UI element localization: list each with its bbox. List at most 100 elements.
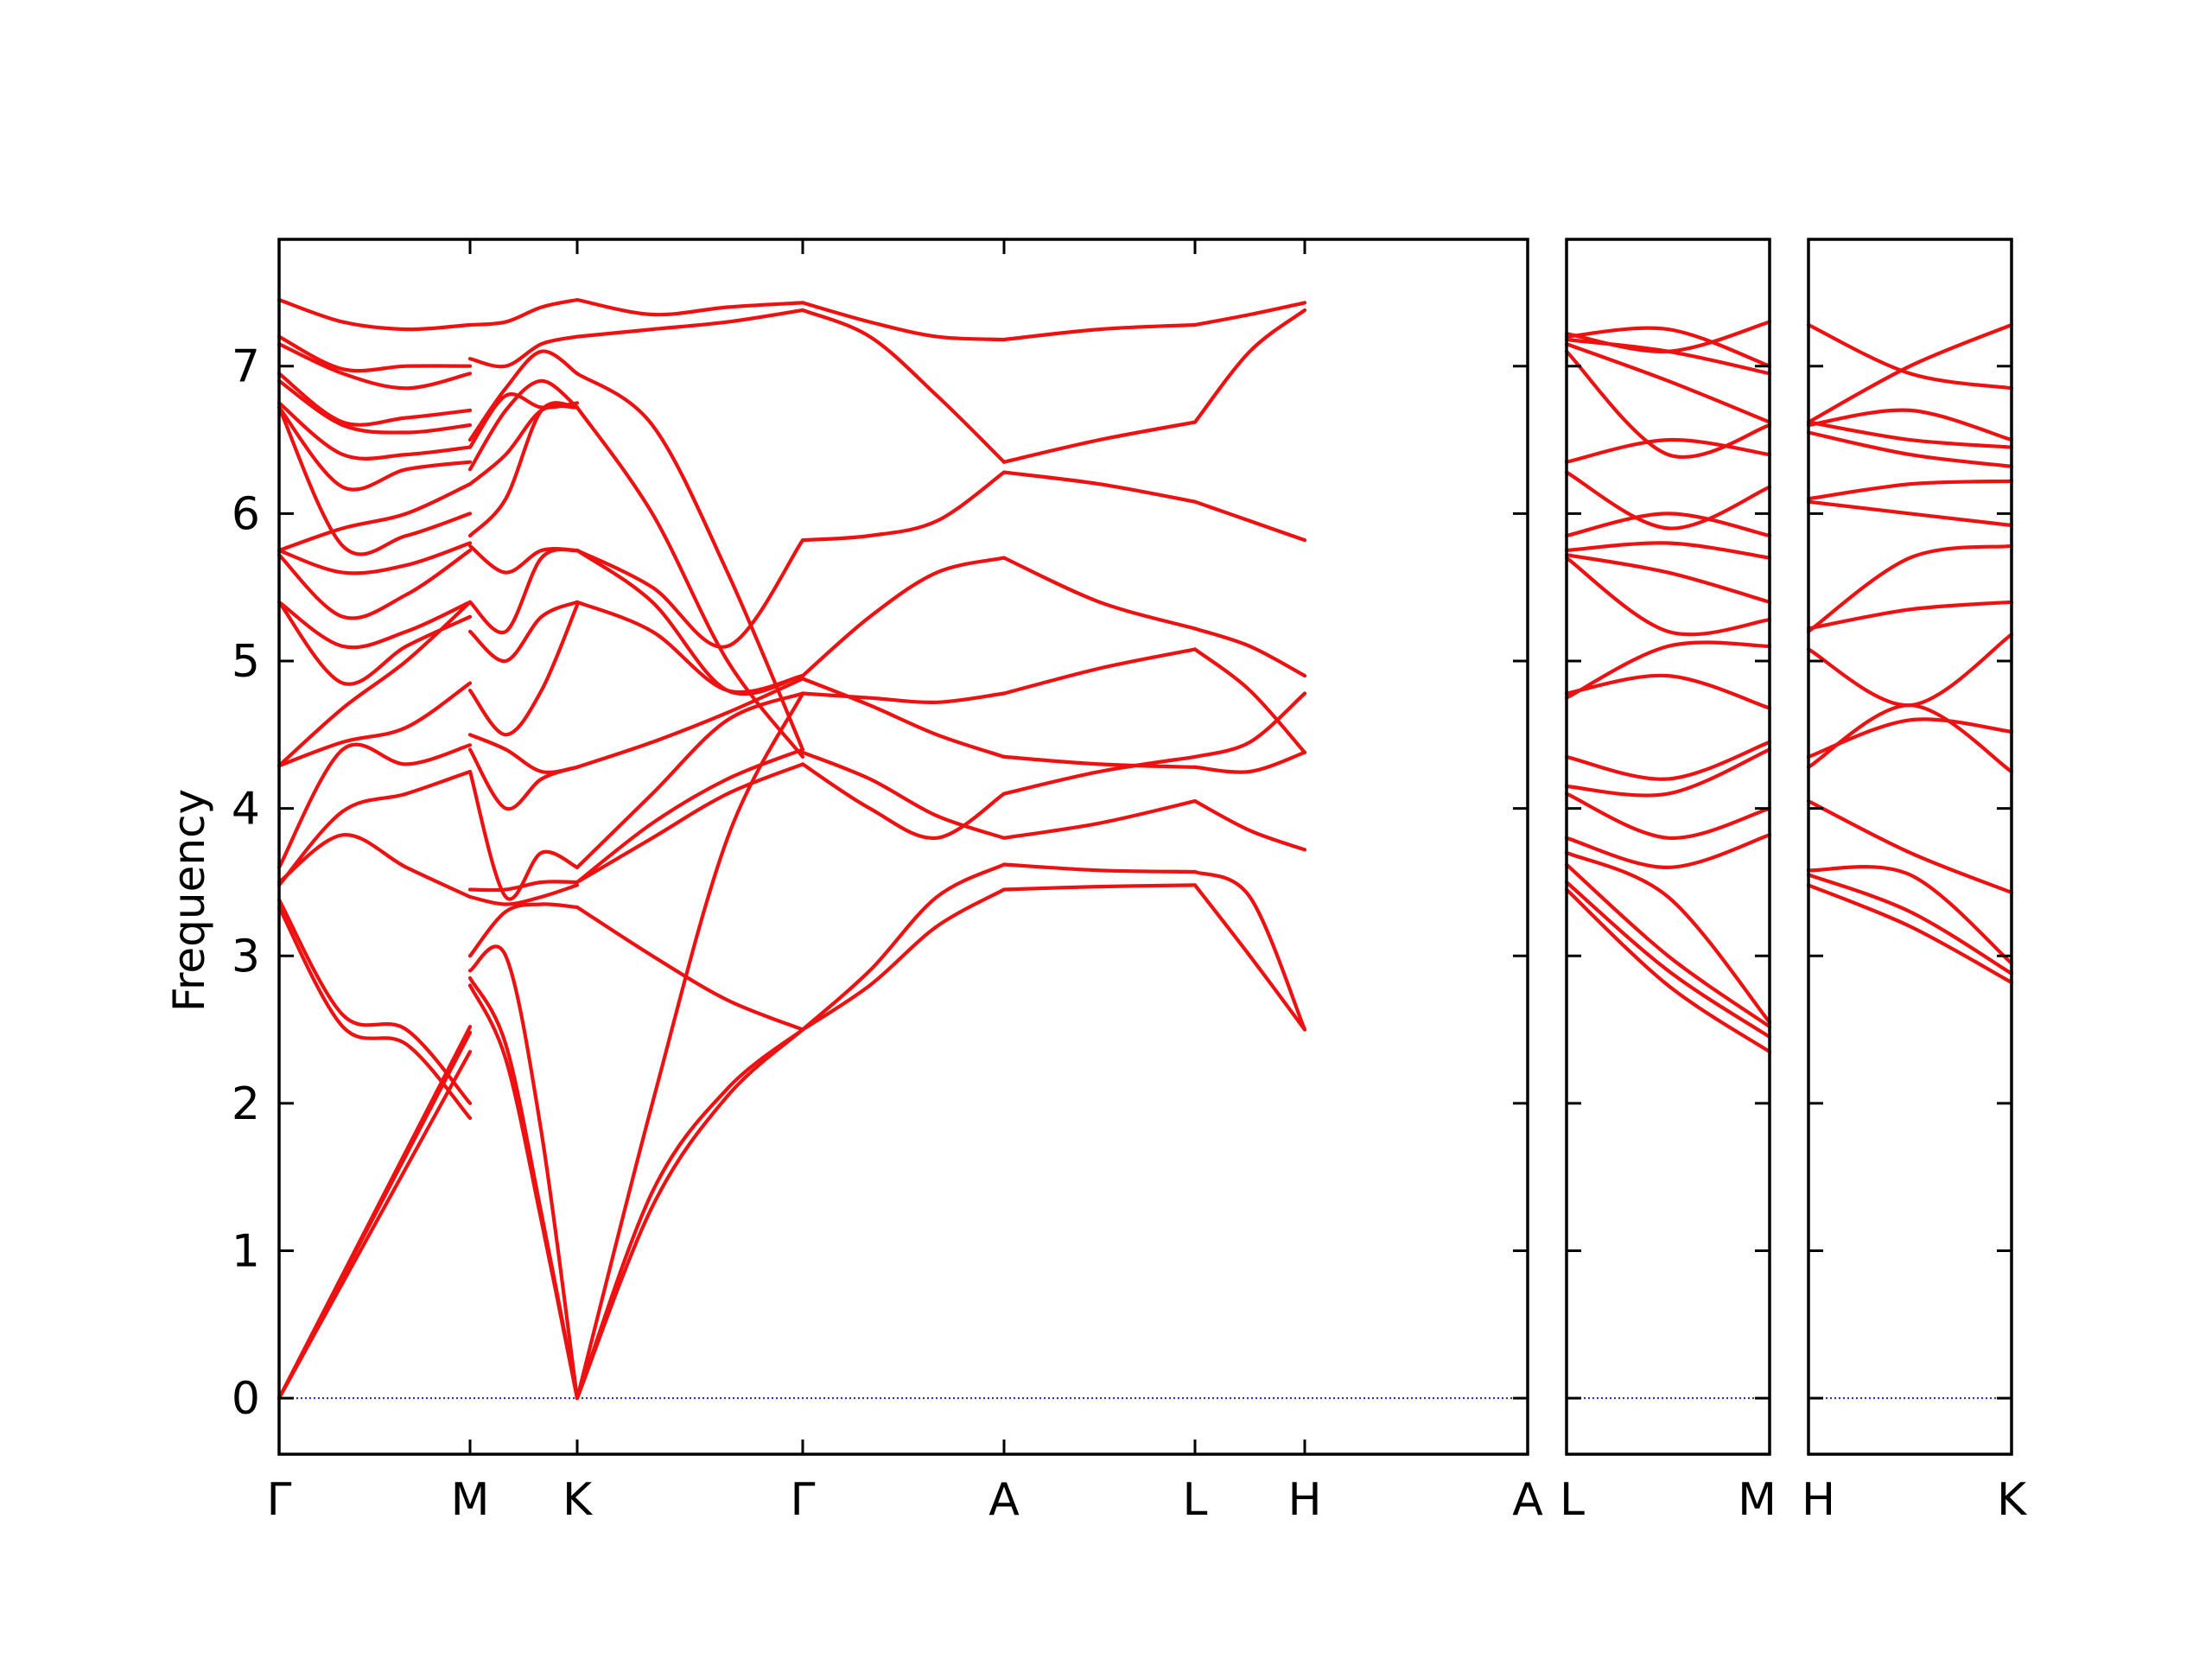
band-line <box>276 405 473 556</box>
band-line <box>1192 869 1307 1032</box>
band-line <box>1001 556 1198 631</box>
band-line <box>800 691 1007 704</box>
band-line <box>467 543 580 575</box>
band-line <box>1564 320 1772 353</box>
band-line <box>1806 865 2014 965</box>
band-line <box>1564 747 1772 798</box>
band-line <box>575 308 805 339</box>
band-line <box>800 301 1007 342</box>
band-line <box>575 905 805 1032</box>
panel-frame <box>1565 238 1771 1456</box>
band-line <box>1001 754 1198 769</box>
band-line <box>467 401 580 538</box>
band-line <box>1564 740 1772 781</box>
band-line <box>276 297 473 332</box>
x-tick-label: A <box>1512 1474 1543 1526</box>
band-line <box>276 401 473 461</box>
band-line <box>575 677 805 769</box>
band-line <box>1564 342 1772 424</box>
band-line <box>575 1027 805 1401</box>
band-line <box>1806 799 2014 894</box>
band-line <box>1564 862 1772 1029</box>
band-line <box>1001 883 1198 892</box>
band-line <box>1192 750 1307 774</box>
band-line <box>1564 512 1772 538</box>
x-tick-label: L <box>1183 1474 1208 1526</box>
band-line <box>1564 880 1772 1039</box>
band-line <box>1806 322 2014 424</box>
bands-panel-3 <box>1806 322 2014 985</box>
panel-1: 0 1 2 3 4 5 6 7 Γ M K Γ A L H A <box>232 238 1543 1526</box>
band-line <box>1192 626 1307 678</box>
x-tick-label: K <box>1997 1474 2028 1526</box>
band-line <box>800 750 1007 840</box>
band-line <box>467 392 580 449</box>
band-line <box>800 762 1007 841</box>
band-line <box>467 747 580 811</box>
y-tick-label: 4 <box>232 784 260 836</box>
x-tick-label: M <box>1738 1474 1777 1526</box>
band-line <box>1192 499 1307 543</box>
band-line <box>800 556 1007 678</box>
band-line <box>1806 408 2014 442</box>
band-line <box>1001 754 1198 796</box>
band-line <box>276 378 473 435</box>
band-line <box>1001 799 1198 840</box>
band-line <box>1564 326 1772 368</box>
band-line <box>1806 322 2014 391</box>
band-line <box>276 742 473 869</box>
band-line <box>1192 799 1307 852</box>
band-line <box>276 600 473 650</box>
band-line <box>1564 791 1772 840</box>
band-line <box>1192 301 1307 327</box>
band-line <box>575 691 805 869</box>
band-line <box>1192 691 1307 759</box>
band-line <box>800 862 1007 1032</box>
band-line <box>1564 349 1772 459</box>
band-line <box>1806 600 2014 631</box>
band-line <box>467 733 580 774</box>
band-line <box>467 944 580 1401</box>
band-line <box>575 548 805 696</box>
band-line <box>1001 470 1198 504</box>
band-line <box>1564 553 1772 604</box>
band-line <box>276 342 473 391</box>
band-line <box>1192 883 1307 1032</box>
band-line <box>1001 647 1198 696</box>
band-line <box>276 482 473 553</box>
band-line <box>1564 640 1772 700</box>
band-line <box>1192 647 1307 754</box>
band-line <box>276 405 473 492</box>
band-line <box>800 677 1007 759</box>
band-line <box>276 372 473 427</box>
band-line <box>1806 873 2014 976</box>
band-line <box>1806 632 2014 708</box>
band-line <box>1564 437 1772 464</box>
band-line <box>467 349 580 442</box>
x-tick-label: A <box>988 1474 1020 1526</box>
band-line <box>1564 470 1772 531</box>
band-line <box>800 308 1007 464</box>
band-line <box>276 541 473 575</box>
x-tick-label: H <box>1287 1474 1321 1526</box>
x-tick-label: Γ <box>791 1474 816 1526</box>
band-line <box>276 1025 473 1401</box>
band-line <box>1806 703 2014 774</box>
band-line <box>575 762 805 885</box>
band-line <box>467 976 580 1401</box>
y-tick-label: 7 <box>232 341 260 393</box>
band-line <box>276 334 473 373</box>
band-line <box>467 880 580 893</box>
band-line <box>276 898 473 1105</box>
band-line <box>1806 499 2014 528</box>
band-line <box>1001 322 1198 342</box>
band-line <box>1806 430 2014 468</box>
y-tick-label: 3 <box>232 931 260 982</box>
band-line <box>1806 543 2014 633</box>
band-line <box>1806 420 2014 449</box>
band-line <box>1564 887 1772 1054</box>
panel-frame <box>277 238 1529 1456</box>
y-tick-label: 2 <box>232 1078 260 1130</box>
